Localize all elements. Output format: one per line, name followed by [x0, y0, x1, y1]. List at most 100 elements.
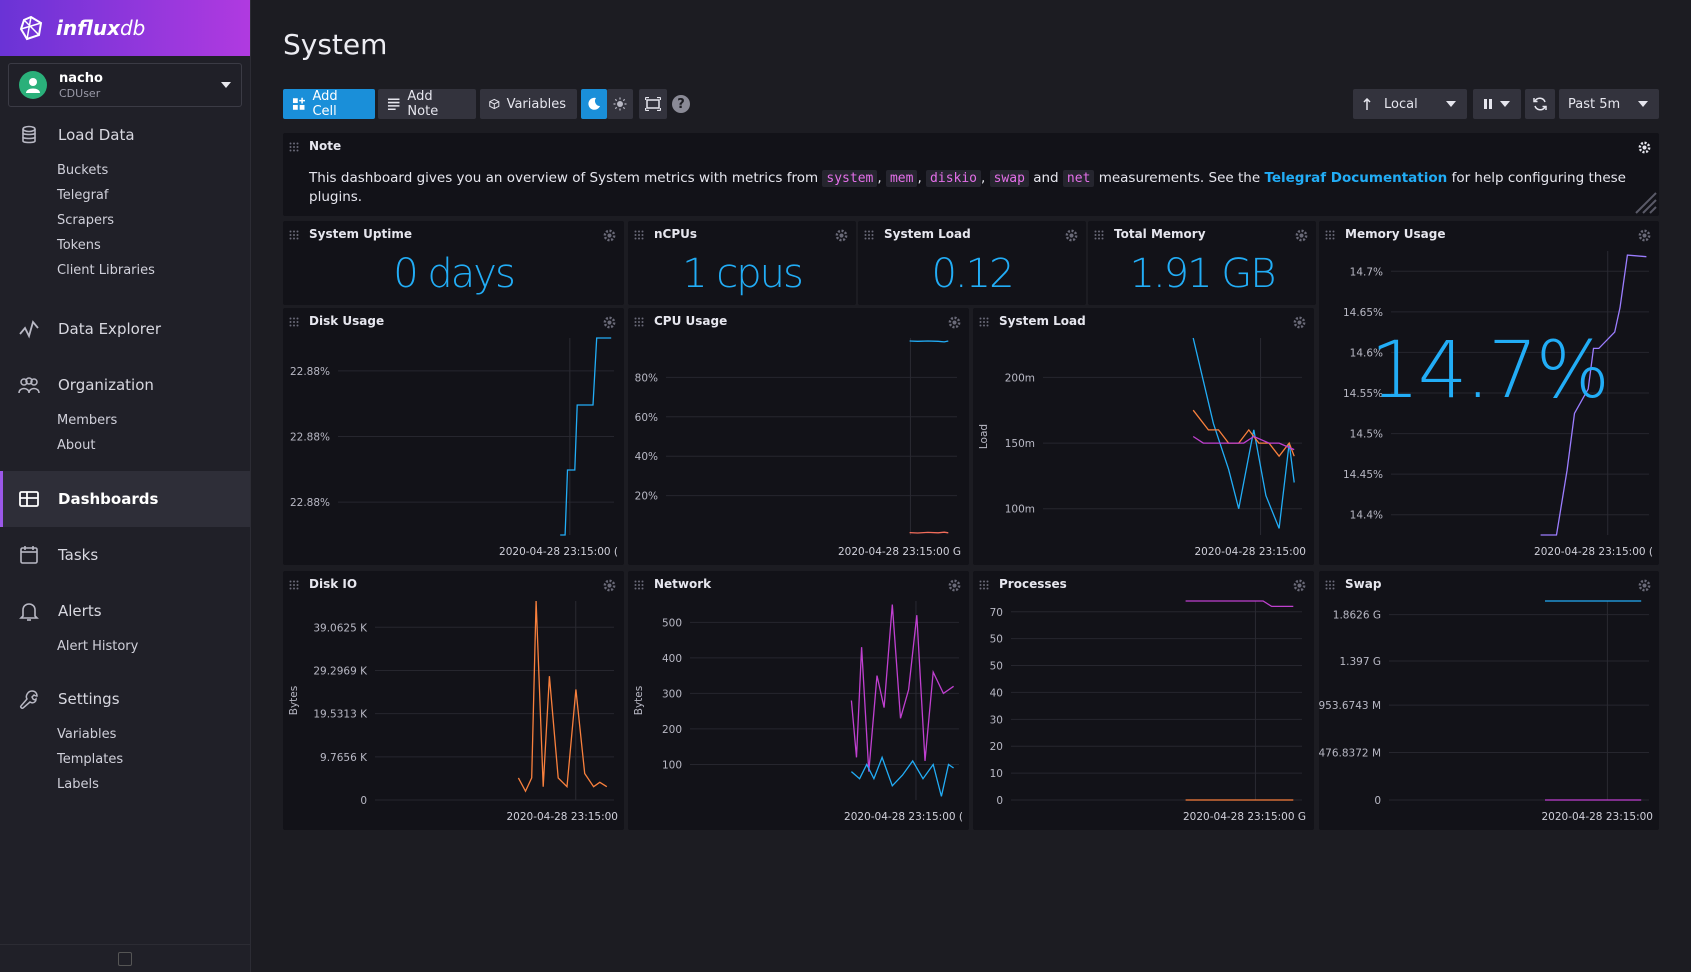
stat-value: 14.7% [1370, 326, 1610, 416]
gear-icon[interactable] [1292, 315, 1307, 330]
y-tick-label: 0 [996, 795, 1003, 807]
drag-handle-icon[interactable] [634, 580, 644, 590]
gear-icon[interactable] [947, 578, 962, 593]
drag-handle-icon[interactable] [289, 230, 299, 240]
drag-handle-icon[interactable] [1325, 230, 1335, 240]
chart-sysload[interactable]: 200m 150m 100m 2020-04-28 23:15:00 Load [973, 308, 1314, 565]
sidebar-item-templates[interactable]: Templates [57, 752, 124, 767]
gear-icon[interactable] [602, 578, 617, 593]
sidebar-item-labels[interactable]: Labels [57, 777, 99, 792]
gear-icon[interactable] [602, 315, 617, 330]
cell-processes: 70 50 50 40 30 20 10 0 2020-04-28 23:15:00 G Proc… [973, 571, 1314, 830]
chart-processes[interactable]: 70 50 50 40 30 20 10 0 2020-04-28 23:15:00 G [973, 571, 1314, 830]
code-net: net [1062, 170, 1095, 187]
y-tick-label: 50 [990, 634, 1003, 646]
drag-handle-icon[interactable] [979, 580, 989, 590]
sidebar-item-scrapers[interactable]: Scrapers [57, 213, 115, 228]
gear-icon[interactable] [834, 228, 849, 243]
nav-settings[interactable]: Settings [0, 682, 250, 716]
nav-organization-label: Organization [58, 376, 154, 394]
sidebar-item-alert-history[interactable]: Alert History [57, 639, 139, 654]
y-tick-label: 10 [990, 768, 1003, 780]
presentation-mode-button[interactable] [639, 89, 667, 119]
series-line-0 [850, 604, 954, 772]
x-tick-label: 2020-04-28 23:15:00 ( [1534, 546, 1653, 558]
database-icon [22, 125, 36, 144]
gear-icon[interactable] [1292, 578, 1307, 593]
refresh-button[interactable] [1525, 89, 1555, 119]
chart-swap[interactable]: 1.8626 G 1.397 G 953.6743 M 476.8372 M 0 2020… [1319, 571, 1659, 830]
chart-disk[interactable]: 22.88% 22.88% 22.88% 2020-04-28 23:15:00 ( [283, 308, 624, 565]
drag-handle-icon[interactable] [634, 317, 644, 327]
variables-button[interactable]: Variables [480, 89, 577, 119]
nav-alerts[interactable]: Alerts [0, 594, 250, 628]
drag-handle-icon[interactable] [979, 317, 989, 327]
sidebar-item-tokens[interactable]: Tokens [57, 238, 101, 253]
drag-handle-icon[interactable] [634, 230, 644, 240]
gear-icon[interactable] [1637, 578, 1652, 593]
dark-mode-toggle[interactable] [581, 89, 607, 119]
y-tick-label: 0 [1374, 795, 1381, 807]
x-tick-label: 2020-04-28 23:15:00 G [838, 546, 961, 558]
gear-icon[interactable] [1637, 140, 1652, 155]
light-mode-toggle[interactable] [607, 89, 633, 119]
brand-name: influxdb [56, 16, 146, 40]
nav-load-data[interactable]: Load Data [0, 118, 250, 152]
chevron-down-icon [1446, 101, 1456, 107]
collapse-sidebar-button[interactable] [0, 944, 250, 972]
sidebar-item-telegraf[interactable]: Telegraf [57, 188, 109, 203]
avatar [19, 71, 47, 99]
code-mem: mem [885, 170, 918, 187]
y-tick-label: 29.2969 K [313, 665, 368, 677]
nav-tasks[interactable]: Tasks [0, 538, 250, 572]
add-note-button[interactable]: Add Note [378, 89, 476, 119]
drag-handle-icon[interactable] [864, 230, 874, 240]
gear-icon[interactable] [1637, 228, 1652, 243]
gear-icon[interactable] [602, 228, 617, 243]
note-text: This dashboard gives you an overview of … [309, 170, 819, 186]
y-tick-label: 14.6% [1350, 347, 1383, 359]
influxdb-logo-icon [19, 15, 43, 41]
user-org: CDUser [59, 86, 101, 100]
chevron-down-icon[interactable] [221, 82, 231, 88]
cell-network: 500 400 300 200 100 2020-04-28 23:15:00 (Byte… [628, 571, 969, 830]
gear-icon[interactable] [1294, 228, 1309, 243]
sidebar-item-buckets[interactable]: Buckets [57, 163, 109, 178]
chart-memory[interactable]: 14.7% 14.65% 14.6% 14.55% 14.5% 14.45% 14.4% 20… [1319, 221, 1659, 565]
variables-label: Variables [506, 96, 566, 112]
cell-title: Network [654, 577, 712, 591]
gear-icon[interactable] [1064, 228, 1079, 243]
nav-dashboards[interactable]: Dashboards [0, 471, 250, 527]
drag-handle-icon[interactable] [289, 317, 299, 327]
chart-cpu[interactable]: 80% 60% 40% 20% 2020-04-28 23:15:00 G [628, 308, 969, 565]
time-range-dropdown[interactable]: Past 5m [1559, 89, 1659, 119]
help-icon[interactable]: ? [672, 95, 690, 113]
drag-handle-icon[interactable] [289, 580, 299, 590]
telegraf-docs-link[interactable]: Telegraf Documentation [1264, 170, 1448, 186]
add-cell-button[interactable]: Add Cell [283, 89, 375, 119]
timezone-dropdown[interactable]: Local [1353, 89, 1467, 119]
people-icon [18, 377, 40, 394]
time-range-label: Past 5m [1568, 96, 1621, 112]
nav-alerts-label: Alerts [58, 602, 102, 620]
drag-handle-icon[interactable] [289, 142, 299, 152]
nav-organization[interactable]: Organization [0, 368, 250, 402]
nav-data-explorer[interactable]: Data Explorer [0, 312, 250, 346]
series-line-1 [909, 531, 949, 534]
chart-diskio[interactable]: 39.0625 K 29.2969 K 19.5313 K 9.7656 K 0 2020… [283, 571, 624, 830]
y-tick-label: 39.0625 K [313, 622, 368, 634]
gear-icon[interactable] [947, 315, 962, 330]
sidebar-item-variables[interactable]: Variables [57, 727, 117, 742]
drag-handle-icon[interactable] [1094, 230, 1104, 240]
brand-bar[interactable]: influxdb [0, 0, 250, 56]
sidebar-item-about[interactable]: About [57, 438, 96, 453]
code-diskio: diskio [926, 170, 982, 187]
drag-handle-icon[interactable] [1325, 580, 1335, 590]
autorefresh-dropdown[interactable] [1473, 89, 1521, 119]
chart-network[interactable]: 500 400 300 200 100 2020-04-28 23:15:00 (Byte… [628, 571, 969, 830]
sidebar-item-client-libraries[interactable]: Client Libraries [57, 263, 155, 278]
sidebar-item-members[interactable]: Members [57, 413, 118, 428]
user-switcher[interactable]: nacho CDUser [8, 63, 242, 107]
resize-handle-icon[interactable] [1631, 188, 1657, 214]
y-tick-label: 22.88% [290, 366, 330, 378]
